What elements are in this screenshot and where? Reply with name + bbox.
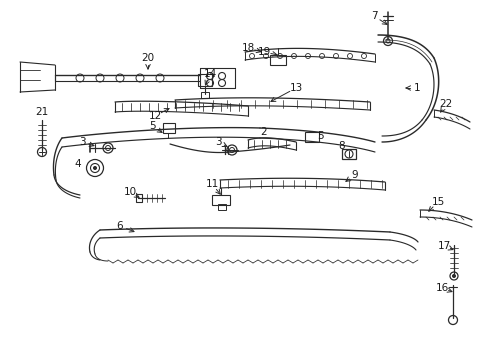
Bar — [342, 149, 356, 159]
Text: 8: 8 — [339, 141, 345, 151]
Text: 12: 12 — [148, 111, 162, 121]
Bar — [218, 204, 226, 210]
Text: 17: 17 — [438, 241, 451, 251]
Text: 13: 13 — [290, 83, 303, 93]
Text: 5: 5 — [317, 131, 323, 141]
Text: 10: 10 — [123, 187, 137, 197]
Bar — [305, 132, 319, 142]
Text: 4: 4 — [74, 159, 81, 169]
Text: 14: 14 — [203, 69, 217, 79]
Bar — [270, 55, 286, 65]
Text: 20: 20 — [142, 53, 154, 63]
Text: 16: 16 — [436, 283, 449, 293]
Text: 21: 21 — [35, 107, 49, 117]
Text: 19: 19 — [257, 47, 270, 57]
Bar — [201, 92, 209, 98]
Text: 6: 6 — [117, 221, 123, 231]
Text: 15: 15 — [431, 197, 444, 207]
Text: 2: 2 — [261, 127, 268, 137]
Bar — [198, 74, 212, 86]
Text: 3: 3 — [215, 137, 221, 147]
Circle shape — [452, 275, 456, 278]
Bar — [212, 195, 230, 205]
Text: 22: 22 — [440, 99, 453, 109]
Circle shape — [94, 166, 97, 170]
Text: 9: 9 — [352, 170, 358, 180]
Text: 5: 5 — [148, 121, 155, 131]
Text: 7: 7 — [371, 11, 377, 21]
Bar — [163, 123, 175, 133]
Text: 11: 11 — [205, 179, 219, 189]
Text: 3: 3 — [79, 137, 85, 147]
Bar — [136, 194, 142, 202]
Text: 1: 1 — [414, 83, 420, 93]
Text: 18: 18 — [242, 43, 255, 53]
